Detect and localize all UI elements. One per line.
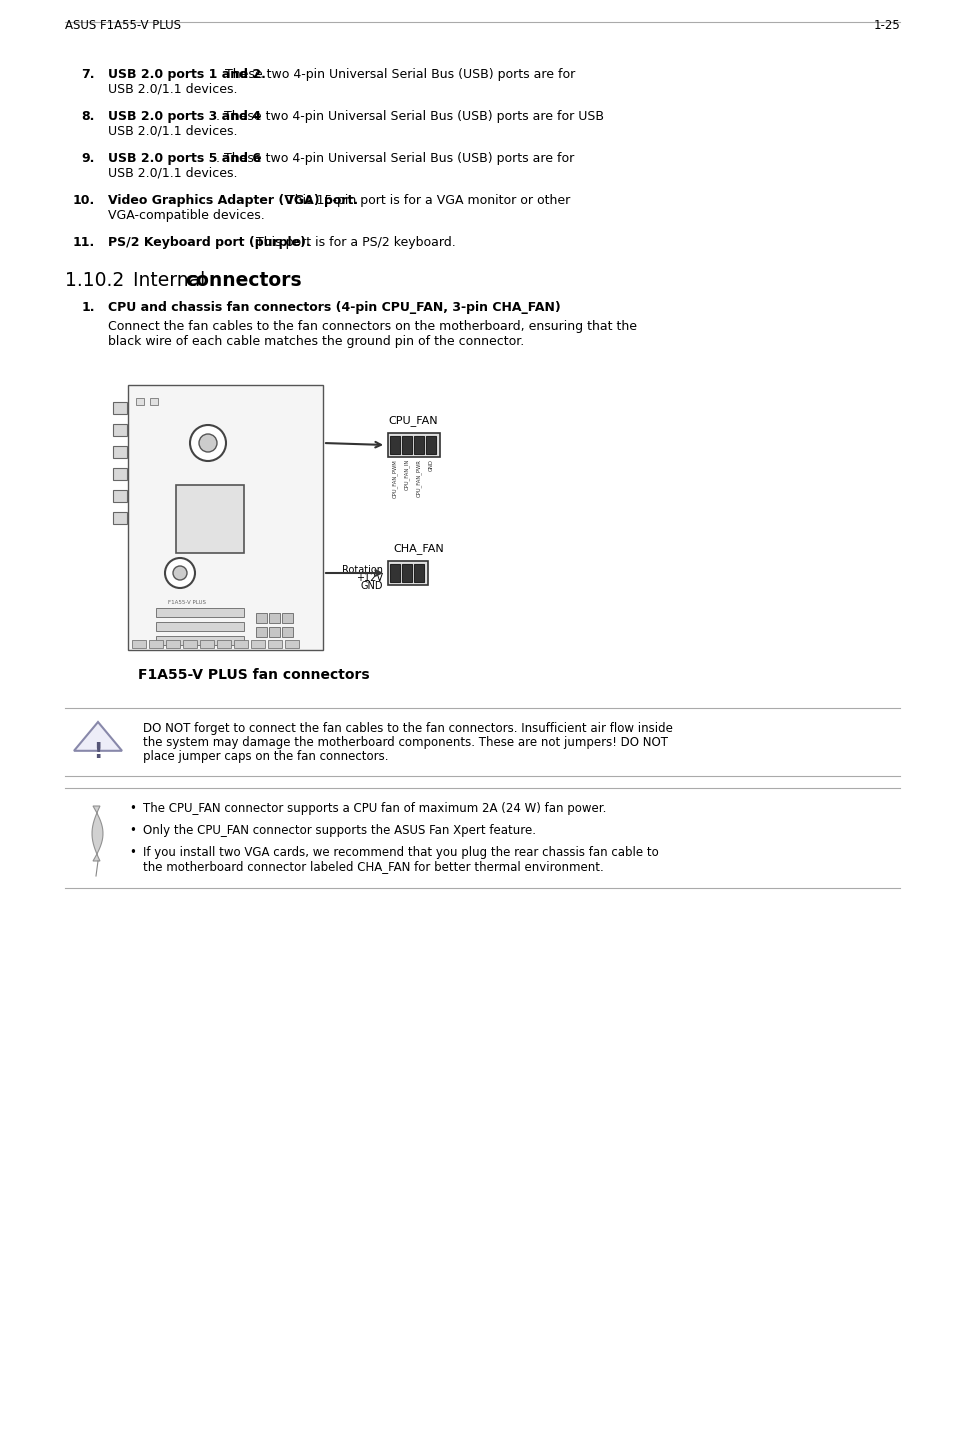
Bar (390, 564, 399, 581)
Bar (282, 613, 293, 623)
Text: USB 2.0 ports 3 and 4: USB 2.0 ports 3 and 4 (108, 110, 261, 123)
Text: GND: GND (360, 581, 382, 591)
Text: The CPU_FAN connector supports a CPU fan of maximum 2A (24 W) fan power.: The CPU_FAN connector supports a CPU fan… (143, 802, 606, 815)
Bar (175, 485, 244, 553)
Circle shape (199, 434, 216, 453)
Text: •: • (129, 802, 135, 815)
Bar (233, 640, 248, 649)
Text: USB 2.0/1.1 devices.: USB 2.0/1.1 devices. (108, 83, 237, 96)
Text: USB 2.0 ports 5 and 6: USB 2.0 ports 5 and 6 (108, 152, 261, 165)
Bar (156, 636, 244, 644)
Bar (282, 627, 293, 637)
Bar (200, 640, 213, 649)
Text: USB 2.0/1.1 devices.: USB 2.0/1.1 devices. (108, 168, 237, 180)
Bar (216, 640, 231, 649)
Circle shape (190, 425, 226, 461)
Bar (132, 640, 146, 649)
Bar (401, 564, 412, 581)
Bar (156, 621, 244, 632)
Text: PS/2 Keyboard port (purple).: PS/2 Keyboard port (purple). (108, 236, 311, 249)
Text: . These two 4-pin Universal Serial Bus (USB) ports are for USB: . These two 4-pin Universal Serial Bus (… (216, 110, 603, 123)
Text: black wire of each cable matches the ground pin of the connector.: black wire of each cable matches the gro… (108, 335, 524, 348)
Bar (166, 640, 180, 649)
Text: ASUS F1A55-V PLUS: ASUS F1A55-V PLUS (65, 19, 181, 32)
Text: USB 2.0 ports 1 and 2.: USB 2.0 ports 1 and 2. (108, 67, 266, 82)
Text: the motherboard connector labeled CHA_FAN for better thermal environment.: the motherboard connector labeled CHA_FA… (143, 861, 603, 874)
Text: This port is for a PS/2 keyboard.: This port is for a PS/2 keyboard. (252, 236, 456, 249)
Bar (112, 424, 127, 435)
Bar (255, 613, 267, 623)
Text: GND: GND (428, 460, 433, 471)
Bar (112, 468, 127, 480)
Bar (149, 640, 163, 649)
Text: +12V: +12V (355, 573, 382, 583)
Text: place jumper caps on the fan connectors.: place jumper caps on the fan connectors. (143, 750, 388, 763)
Text: 7.: 7. (81, 67, 95, 82)
Text: CPU_FAN: CPU_FAN (388, 415, 437, 425)
Circle shape (172, 566, 187, 580)
Bar (414, 564, 423, 581)
Text: Video Graphics Adapter (VGA) port.: Video Graphics Adapter (VGA) port. (108, 193, 357, 208)
Bar (388, 432, 439, 457)
Text: 9.: 9. (82, 152, 95, 165)
Text: F1A55-V PLUS: F1A55-V PLUS (168, 600, 206, 604)
Bar (136, 398, 144, 405)
Text: CPU and chassis fan connectors (4-pin CPU_FAN, 3-pin CHA_FAN): CPU and chassis fan connectors (4-pin CP… (108, 301, 560, 314)
Bar (414, 435, 423, 454)
Text: F1A55-V PLUS fan connectors: F1A55-V PLUS fan connectors (138, 667, 369, 682)
Bar (183, 640, 196, 649)
Text: USB 2.0/1.1 devices.: USB 2.0/1.1 devices. (108, 125, 237, 137)
Text: If you install two VGA cards, we recommend that you plug the rear chassis fan ca: If you install two VGA cards, we recomme… (143, 846, 659, 859)
Bar (112, 513, 127, 524)
Text: 11.: 11. (72, 236, 95, 249)
Bar (112, 490, 127, 503)
Polygon shape (91, 806, 103, 861)
Text: 1.10.2: 1.10.2 (65, 271, 124, 291)
Text: CPU_FAN_PWR: CPU_FAN_PWR (416, 460, 421, 497)
Text: CHA_FAN: CHA_FAN (393, 543, 443, 554)
Bar (269, 613, 280, 623)
Bar (285, 640, 298, 649)
Text: CPU_FAN_PWM: CPU_FAN_PWM (392, 460, 397, 498)
Text: •: • (129, 823, 135, 836)
Text: Rotation: Rotation (341, 566, 382, 576)
Bar (388, 561, 428, 586)
Text: Only the CPU_FAN connector supports the ASUS Fan Xpert feature.: Only the CPU_FAN connector supports the … (143, 823, 536, 836)
Text: Connect the fan cables to the fan connectors on the motherboard, ensuring that t: Connect the fan cables to the fan connec… (108, 319, 637, 334)
Bar (128, 385, 323, 650)
Bar (269, 627, 280, 637)
Bar (401, 435, 412, 454)
Bar (426, 435, 436, 454)
Text: connectors: connectors (185, 271, 301, 291)
Text: VGA-compatible devices.: VGA-compatible devices. (108, 209, 265, 222)
Bar (150, 398, 158, 405)
Bar (112, 402, 127, 414)
Text: DO NOT forget to connect the fan cables to the fan connectors. Insufficient air : DO NOT forget to connect the fan cables … (143, 722, 672, 735)
Text: . These two 4-pin Universal Serial Bus (USB) ports are for: . These two 4-pin Universal Serial Bus (… (216, 152, 574, 165)
Text: !: ! (93, 742, 103, 762)
Polygon shape (74, 722, 122, 750)
Circle shape (165, 558, 194, 589)
Bar (112, 445, 127, 458)
Text: This 15-pin port is for a VGA monitor or other: This 15-pin port is for a VGA monitor or… (283, 193, 570, 208)
Text: the system may damage the motherboard components. These are not jumpers! DO NOT: the system may damage the motherboard co… (143, 736, 667, 749)
Text: •: • (129, 846, 135, 859)
Text: CPU_FAN_IN: CPU_FAN_IN (404, 460, 410, 490)
Text: Internal: Internal (132, 271, 211, 291)
Bar (390, 435, 399, 454)
Text: 1-25: 1-25 (872, 19, 899, 32)
Bar (268, 640, 282, 649)
Bar (251, 640, 265, 649)
Text: 1.: 1. (81, 301, 95, 314)
Bar (156, 609, 244, 617)
Text: 10.: 10. (72, 193, 95, 208)
Bar (255, 627, 267, 637)
Text: 8.: 8. (82, 110, 95, 123)
Text: These two 4-pin Universal Serial Bus (USB) ports are for: These two 4-pin Universal Serial Bus (US… (221, 67, 575, 82)
